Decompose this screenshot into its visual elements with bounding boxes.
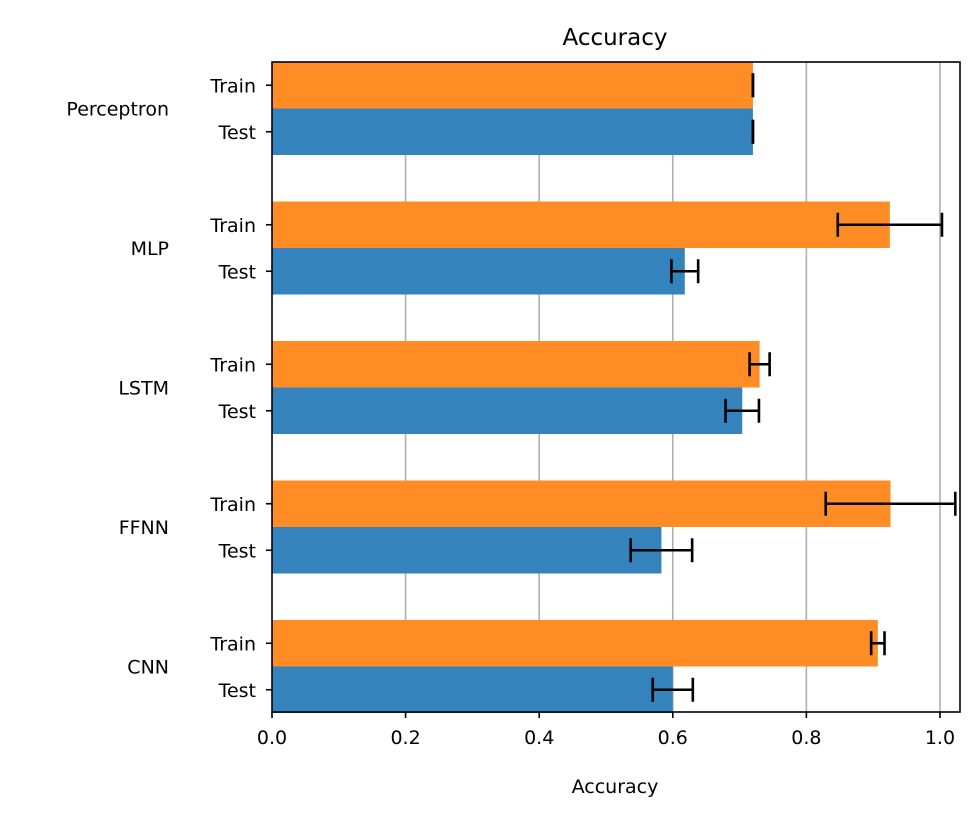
- y-tick-label-train: Train: [209, 494, 256, 516]
- x-tick-label: 0.8: [791, 727, 821, 749]
- y-tick-label-train: Train: [209, 75, 256, 97]
- y-tick-label-test: Test: [218, 122, 256, 144]
- y-tick-label-test: Test: [218, 401, 256, 423]
- y-tick-label-train: Train: [209, 354, 256, 376]
- x-tick-label: 0.2: [390, 727, 420, 749]
- category-label-perceptron: Perceptron: [66, 99, 169, 121]
- y-tick-label-test: Test: [218, 261, 256, 283]
- bar-test-lstm: [272, 387, 743, 434]
- y-tick-label-train: Train: [209, 215, 256, 237]
- bar-test-cnn: [272, 666, 673, 713]
- bar-train-cnn: [272, 620, 878, 667]
- chart-title: Accuracy: [562, 25, 667, 51]
- bar-test-ffnn: [272, 527, 662, 574]
- plot-frame: [271, 61, 961, 713]
- category-label-mlp: MLP: [131, 238, 169, 260]
- x-tick-label: 0.0: [257, 727, 287, 749]
- bar-train-ffnn: [272, 480, 891, 527]
- bar-train-perceptron: [272, 62, 753, 109]
- bar-test-mlp: [272, 248, 685, 295]
- x-tick-label: 0.6: [658, 727, 688, 749]
- x-axis-label: Accuracy: [572, 776, 659, 798]
- bar-train-lstm: [272, 341, 760, 388]
- bar-train-mlp: [272, 201, 890, 248]
- tick-labels: Train Test Perceptron Train Test MLP Train Test…: [66, 75, 955, 749]
- category-label-cnn: CNN: [127, 657, 169, 679]
- y-tick-label-test: Test: [218, 680, 256, 702]
- category-label-lstm: LSTM: [118, 378, 169, 400]
- y-tick-label-train: Train: [209, 633, 256, 655]
- y-tick-label-test: Test: [218, 540, 256, 562]
- error-bars: [629, 73, 957, 702]
- bars: [272, 62, 891, 713]
- x-tick-label: 1.0: [925, 727, 955, 749]
- x-tick-label: 0.4: [524, 727, 554, 749]
- axes: [266, 61, 961, 718]
- category-label-ffnn: FFNN: [119, 517, 169, 539]
- bar-test-perceptron: [272, 108, 753, 155]
